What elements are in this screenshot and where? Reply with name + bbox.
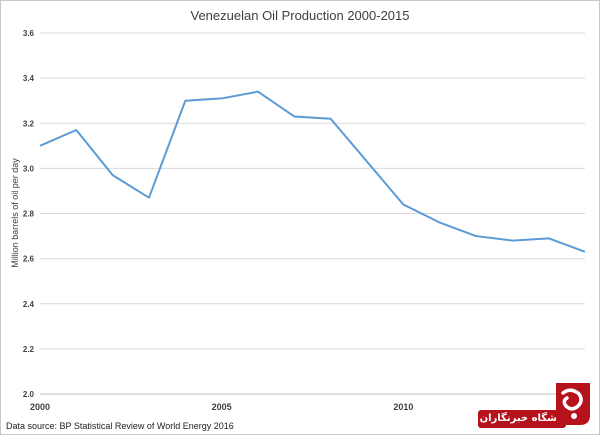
source-note: Data source: BP Statistical Review of Wo… [6,421,234,431]
x-tick-label: 2000 [30,402,50,412]
y-tick-label: 3.6 [23,29,35,38]
y-tick-label: 2.2 [23,345,35,354]
y-tick-label: 2.4 [23,300,35,309]
chart-title: Venezuelan Oil Production 2000-2015 [191,8,410,23]
y-tick-label: 2.0 [23,390,35,399]
watermark: باشگاه خبرنگاران [470,377,596,433]
y-tick-label: 2.8 [23,210,35,219]
gridlines [40,32,585,350]
x-tick-label: 2005 [212,402,232,412]
x-tick-labels: 2000 2005 2010 [30,402,413,412]
y-tick-label: 3.0 [23,164,35,173]
y-tick-label: 2.6 [23,255,35,264]
y-tick-labels: 2.0 2.2 2.4 2.6 2.8 3.0 3.2 3.4 3.6 [23,29,35,399]
y-axis-label: Million barrels of oil per day [10,158,20,268]
watermark-text: باشگاه خبرنگاران [478,410,566,428]
series-layer [39,90,586,253]
y-tick-label: 3.2 [23,119,35,128]
watermark-logo-icon [556,383,590,425]
x-tick-label: 2010 [393,402,413,412]
series-line-0 [39,90,586,253]
y-tick-label: 3.4 [23,74,35,83]
